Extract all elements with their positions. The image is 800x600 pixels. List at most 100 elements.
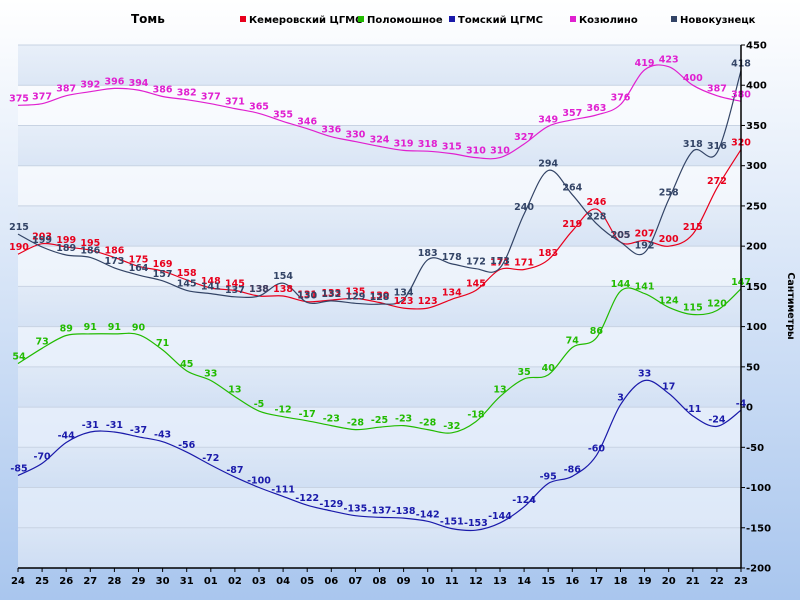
data-label: 54 bbox=[12, 352, 26, 363]
x-tick-label: 30 bbox=[156, 576, 170, 587]
data-label: -43 bbox=[154, 430, 171, 441]
data-label: 123 bbox=[418, 296, 438, 307]
data-label: -25 bbox=[371, 415, 388, 426]
y-tick-label: 250 bbox=[746, 201, 767, 212]
data-label: 35 bbox=[517, 367, 530, 378]
data-label: 423 bbox=[659, 55, 679, 66]
x-tick-label: 19 bbox=[638, 576, 652, 587]
data-label: 90 bbox=[132, 323, 146, 334]
x-tick-label: 02 bbox=[228, 576, 242, 587]
data-label: -124 bbox=[512, 495, 536, 506]
data-label: 318 bbox=[418, 139, 438, 150]
data-label: 371 bbox=[225, 97, 245, 108]
data-label: 199 bbox=[56, 235, 76, 246]
data-label: 396 bbox=[104, 76, 124, 87]
data-label: -11 bbox=[684, 404, 701, 415]
data-label: -142 bbox=[416, 509, 440, 520]
data-label: 158 bbox=[177, 268, 197, 279]
data-label: 40 bbox=[542, 363, 556, 374]
x-tick-label: 20 bbox=[662, 576, 676, 587]
data-label: -32 bbox=[443, 421, 460, 432]
data-label: 200 bbox=[659, 234, 679, 245]
data-label: -95 bbox=[540, 472, 557, 483]
data-label: 141 bbox=[635, 282, 655, 293]
x-tick-label: 27 bbox=[83, 576, 97, 587]
legend-label: Новокузнецк bbox=[680, 15, 756, 26]
data-label: 186 bbox=[80, 245, 100, 256]
y-tick-label: 50 bbox=[746, 362, 760, 373]
x-tick-label: 01 bbox=[204, 576, 218, 587]
legend-item: Кемеровский ЦГМС bbox=[240, 15, 362, 26]
data-label: 183 bbox=[538, 248, 558, 259]
data-label: -44 bbox=[58, 430, 76, 441]
data-label: 138 bbox=[249, 284, 269, 295]
data-label: 120 bbox=[707, 299, 727, 310]
data-label: 387 bbox=[56, 84, 76, 95]
data-label: 400 bbox=[683, 73, 703, 84]
data-label: 219 bbox=[562, 219, 582, 230]
data-label: 203 bbox=[32, 232, 52, 243]
data-label: 134 bbox=[442, 287, 462, 298]
legend-item: Томский ЦГМС bbox=[449, 15, 543, 26]
x-tick-label: 17 bbox=[589, 576, 603, 587]
plot-band bbox=[18, 286, 741, 327]
data-label: -28 bbox=[419, 418, 437, 429]
data-label: -137 bbox=[368, 505, 392, 516]
data-label: 91 bbox=[84, 322, 97, 333]
data-label: 17 bbox=[662, 381, 675, 392]
y-tick-label: -150 bbox=[746, 523, 771, 534]
y-tick-label: 0 bbox=[746, 403, 753, 414]
data-label: 45 bbox=[180, 359, 193, 370]
legend-swatch bbox=[240, 16, 246, 22]
series-line-4 bbox=[17, 70, 742, 305]
data-label: 310 bbox=[490, 146, 510, 157]
data-label: 310 bbox=[466, 146, 486, 157]
data-label: -87 bbox=[226, 465, 243, 476]
legend-item: Новокузнецк bbox=[671, 15, 756, 26]
x-tick-label: 29 bbox=[132, 576, 146, 587]
x-tick-label: 22 bbox=[710, 576, 724, 587]
data-label: -18 bbox=[467, 410, 485, 421]
data-label: 144 bbox=[611, 279, 631, 290]
y-tick-label: -100 bbox=[746, 483, 771, 494]
data-label: 138 bbox=[249, 284, 269, 295]
data-label: 141 bbox=[201, 282, 221, 293]
x-tick-label: 07 bbox=[348, 576, 362, 587]
data-label: -60 bbox=[588, 443, 606, 454]
data-label: 33 bbox=[204, 369, 217, 380]
data-label: -5 bbox=[254, 399, 265, 410]
x-tick-label: 16 bbox=[565, 576, 579, 587]
y-tick-label: 450 bbox=[746, 41, 767, 52]
data-label: 419 bbox=[635, 58, 655, 69]
x-tick-label: 25 bbox=[35, 576, 49, 587]
y-tick-label: 400 bbox=[746, 81, 767, 92]
data-label: 173 bbox=[490, 256, 510, 267]
data-label: 115 bbox=[683, 303, 703, 314]
x-tick-label: 04 bbox=[276, 576, 290, 587]
data-label: 330 bbox=[345, 130, 365, 141]
y-tick-label: -200 bbox=[746, 564, 771, 575]
data-label: 129 bbox=[345, 291, 365, 302]
x-tick-label: 24 bbox=[11, 576, 25, 587]
x-tick-label: 13 bbox=[493, 576, 507, 587]
legend-label: Кемеровский ЦГМС bbox=[249, 15, 362, 26]
data-label: 130 bbox=[297, 290, 317, 301]
data-label: 315 bbox=[442, 142, 462, 153]
data-label: -37 bbox=[130, 425, 147, 436]
data-label: 183 bbox=[418, 248, 438, 259]
data-label: 86 bbox=[590, 326, 604, 337]
data-label: 190 bbox=[9, 242, 29, 253]
grid-lines bbox=[18, 44, 741, 569]
data-label: 134 bbox=[394, 287, 414, 298]
data-label: 131 bbox=[297, 290, 317, 301]
legend-item: Козюлино bbox=[570, 15, 638, 26]
data-label: 135 bbox=[345, 286, 365, 297]
data-label: 124 bbox=[659, 295, 679, 306]
y-axis-label: Сантиметры bbox=[785, 272, 796, 339]
data-label: 392 bbox=[80, 80, 100, 91]
data-label: 154 bbox=[273, 271, 293, 282]
data-label: -70 bbox=[34, 451, 52, 462]
data-label: 138 bbox=[273, 284, 293, 295]
y-tick-label: 300 bbox=[746, 161, 767, 172]
data-label: -135 bbox=[344, 504, 368, 515]
